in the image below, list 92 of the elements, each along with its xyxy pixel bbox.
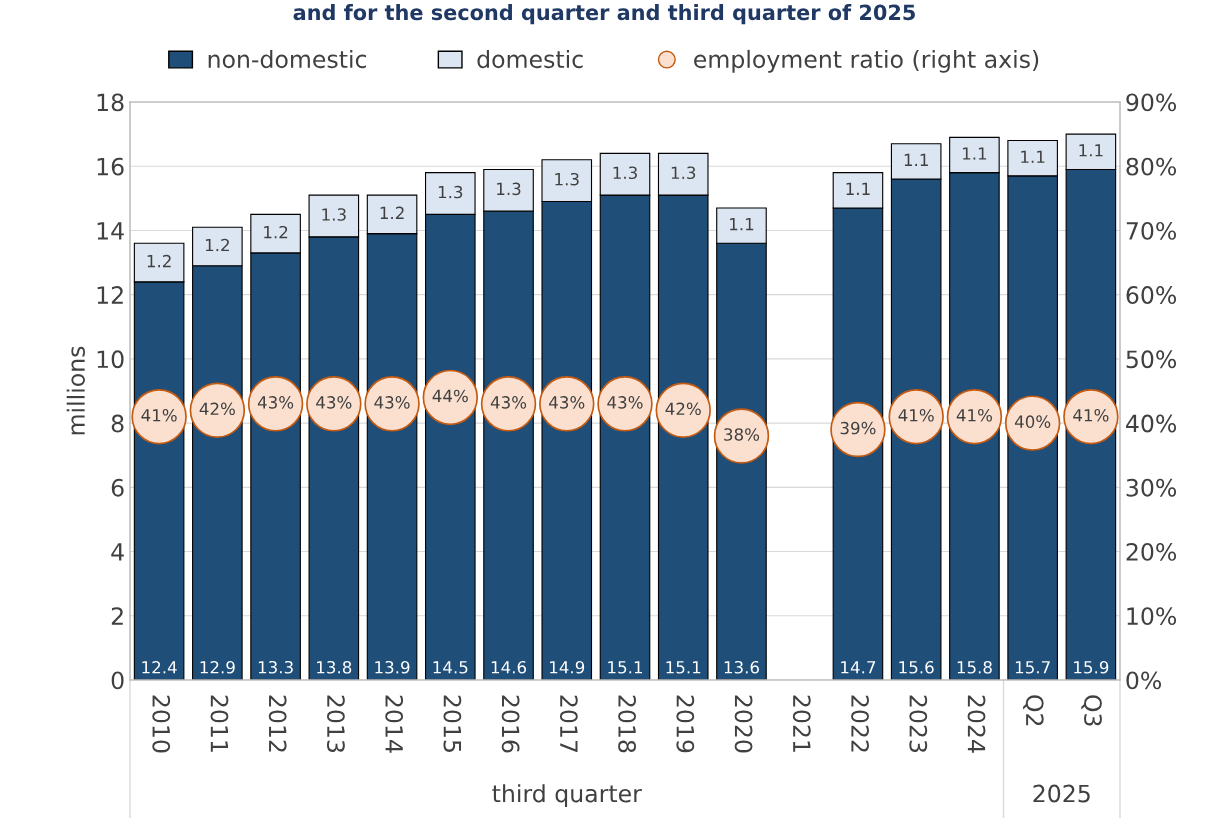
- data-label: 1.1: [846, 182, 870, 195]
- y2-tick-label: 60%: [1126, 286, 1177, 304]
- data-label: 41%: [956, 408, 993, 422]
- y-axis-title: millions: [66, 346, 85, 435]
- data-label: 15.9: [1074, 660, 1109, 674]
- y-tick-label: 16: [97, 157, 124, 176]
- data-label: 15.6: [899, 660, 934, 674]
- data-label: 1.2: [205, 238, 229, 252]
- data-label: 1.2: [147, 254, 171, 268]
- y2-tick-label: 20%: [1126, 543, 1177, 561]
- x-tick-label: 2010: [152, 695, 171, 753]
- legend-label: non-domestic: [208, 49, 367, 69]
- data-label: 1.2: [264, 225, 288, 239]
- data-label: 1.1: [962, 147, 987, 160]
- data-label: 1.3: [438, 185, 463, 199]
- legend-label: employment ratio (right axis): [694, 49, 1039, 73]
- data-label: 15.1: [608, 661, 643, 674]
- y2-tick-label: 40%: [1126, 414, 1177, 433]
- data-label: 1.3: [322, 208, 346, 221]
- data-label: 14.5: [433, 661, 468, 674]
- y2-tick-label: 90%: [1126, 93, 1177, 112]
- data-label: 1.3: [555, 172, 579, 186]
- data-label: 41%: [1073, 408, 1109, 422]
- data-label: 43%: [374, 396, 410, 409]
- x-tick-label: Q3: [1081, 695, 1102, 726]
- data-label: 14.9: [550, 660, 585, 674]
- data-label: 43%: [607, 396, 643, 409]
- y-tick-label: 0: [111, 671, 124, 690]
- data-label: 40%: [1014, 415, 1051, 428]
- x-tick-label: 2021: [792, 695, 811, 752]
- data-label: 1.1: [1021, 150, 1045, 163]
- data-label: 15.8: [957, 660, 992, 674]
- y-tick-label: 8: [111, 414, 124, 433]
- x-tick-label: 2019: [676, 695, 695, 753]
- data-label: 1.1: [730, 218, 754, 231]
- data-label: 15.1: [666, 661, 701, 674]
- x-tick-label: 2015: [443, 695, 462, 752]
- data-label: 38%: [724, 428, 760, 441]
- data-label: 44%: [432, 389, 468, 403]
- data-label: 42%: [199, 402, 235, 416]
- text: third quarter: [492, 784, 642, 808]
- x-tick-label: 2018: [618, 695, 637, 753]
- data-label: 1.1: [904, 153, 928, 166]
- data-label: 1.1: [1079, 144, 1103, 157]
- data-label: 1.3: [613, 166, 637, 180]
- y-tick-label: 18: [97, 93, 124, 112]
- data-label: 12.9: [200, 660, 235, 674]
- y2-tick-label: 10%: [1127, 607, 1177, 626]
- data-label: 1.3: [671, 166, 696, 180]
- data-label: 14.6: [491, 660, 527, 674]
- data-label: 14.7: [841, 661, 876, 674]
- data-label: 15.7: [1015, 661, 1050, 674]
- data-label: 41%: [141, 408, 177, 422]
- data-label: 13.9: [375, 660, 410, 674]
- data-label: 13.8: [317, 660, 352, 674]
- data-label: 43%: [316, 396, 352, 409]
- x-tick-label: 2023: [909, 695, 928, 753]
- x-tick-label: 2014: [385, 695, 404, 753]
- y-tick-label: 10: [97, 350, 124, 369]
- y-tick-label: 12: [97, 286, 123, 304]
- y2-tick-label: 80%: [1126, 157, 1177, 176]
- x-tick-label: 2022: [851, 695, 869, 752]
- y2-tick-label: 0%: [1126, 671, 1162, 690]
- data-label: 1.3: [497, 182, 521, 196]
- data-label: 13.3: [258, 660, 293, 674]
- text: 2025: [1033, 784, 1090, 803]
- x-tick-label: 2020: [734, 695, 753, 753]
- x-tick-label: 2012: [268, 695, 287, 752]
- data-label: 43%: [549, 396, 585, 409]
- y2-tick-label: 70%: [1126, 221, 1177, 240]
- data-label: 43%: [490, 396, 527, 409]
- x-tick-label: 2024: [967, 695, 986, 753]
- legend-label: domestic: [477, 49, 583, 69]
- data-label: 12.4: [142, 660, 177, 674]
- data-label: 1.2: [380, 206, 404, 219]
- y-tick-label: 6: [111, 478, 124, 497]
- x-tick-label: 2011: [210, 695, 229, 752]
- data-label: 43%: [257, 396, 294, 409]
- y-tick-label: 14: [97, 222, 124, 240]
- x-tick-label: 2017: [559, 695, 578, 752]
- x-tick-label: 2016: [501, 695, 520, 753]
- y-tick-label: 4: [111, 543, 124, 561]
- x-tick-label: 2013: [326, 695, 345, 753]
- y2-tick-label: 50%: [1126, 350, 1177, 369]
- y2-tick-label: 30%: [1126, 478, 1177, 497]
- data-label: 39%: [840, 421, 876, 435]
- data-label: 13.6: [724, 660, 759, 674]
- data-label: 41%: [898, 408, 934, 422]
- x-tick-label: Q2: [1023, 695, 1044, 726]
- chart-title: and for the second quarter and third quarter of 2025: [293, 4, 915, 25]
- y-tick-label: 2: [111, 607, 123, 625]
- data-label: 42%: [665, 402, 701, 416]
